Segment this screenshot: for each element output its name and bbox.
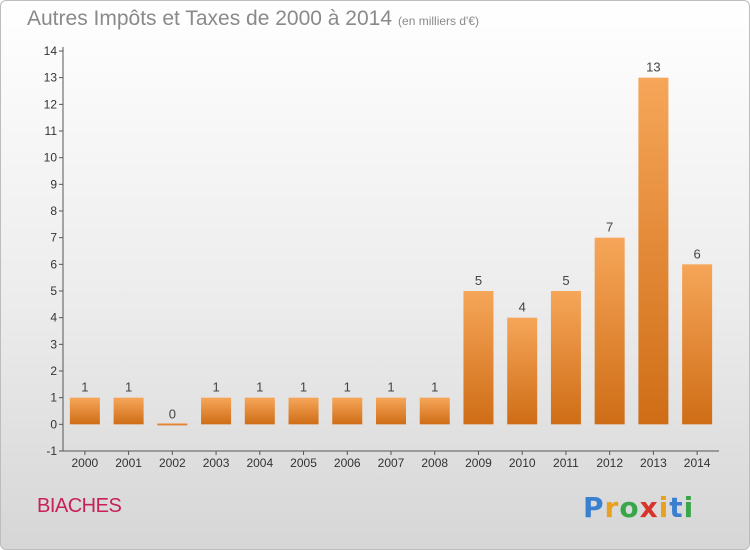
data-label-2011: 5 bbox=[562, 273, 569, 288]
y-tick-label: 1 bbox=[50, 391, 57, 405]
bar-2011 bbox=[550, 291, 581, 425]
bar-2012 bbox=[594, 237, 625, 425]
data-label-2006: 1 bbox=[344, 380, 351, 395]
bar-2014 bbox=[682, 264, 713, 425]
proxiti-logo: Proxiti bbox=[583, 491, 693, 524]
chart-title: Autres Impôts et Taxes de 2000 à 2014 (en… bbox=[27, 7, 479, 31]
data-label-2010: 4 bbox=[519, 300, 526, 315]
data-label-2007: 1 bbox=[387, 380, 394, 395]
y-tick-label: -1 bbox=[46, 444, 57, 458]
chart-title-text: Autres Impôts et Taxes de 2000 à 2014 bbox=[27, 7, 393, 30]
x-tick-label-2007: 2007 bbox=[378, 456, 405, 470]
y-tick-label: 10 bbox=[44, 151, 58, 165]
y-tick-label: 0 bbox=[50, 417, 57, 431]
x-tick-label-2009: 2009 bbox=[465, 456, 492, 470]
x-tick-label-2001: 2001 bbox=[115, 456, 142, 470]
x-tick-label-2013: 2013 bbox=[640, 456, 667, 470]
y-tick-label: 6 bbox=[50, 257, 57, 271]
bar-2003 bbox=[201, 397, 232, 425]
y-tick-label: 12 bbox=[44, 97, 58, 111]
data-label-2004: 1 bbox=[256, 380, 263, 395]
y-tick-label: 5 bbox=[50, 284, 57, 298]
x-tick-label-2003: 2003 bbox=[203, 456, 230, 470]
bars bbox=[69, 77, 713, 426]
data-label-2005: 1 bbox=[300, 380, 307, 395]
x-tick-label-2005: 2005 bbox=[290, 456, 317, 470]
commune-name: BIACHES bbox=[37, 495, 122, 517]
bar-2010 bbox=[507, 317, 538, 425]
bar-2008 bbox=[419, 397, 450, 425]
y-tick-label: 11 bbox=[45, 124, 58, 138]
x-tick-label-2014: 2014 bbox=[684, 456, 711, 470]
data-label-2003: 1 bbox=[212, 380, 219, 395]
data-label-2009: 5 bbox=[475, 273, 482, 288]
x-tick-label-2011: 2011 bbox=[553, 456, 579, 470]
bar-2009 bbox=[463, 291, 494, 425]
bar-2005 bbox=[288, 397, 319, 425]
data-label-2014: 6 bbox=[694, 246, 701, 261]
x-tick-label-2004: 2004 bbox=[246, 456, 273, 470]
svg-text:Proxiti: Proxiti bbox=[583, 491, 693, 524]
y-tick-label: 13 bbox=[44, 71, 58, 85]
data-label-2001: 1 bbox=[125, 380, 132, 395]
bar-2004 bbox=[244, 397, 275, 425]
bar-2013 bbox=[638, 77, 669, 425]
x-tick-label-2008: 2008 bbox=[421, 456, 448, 470]
data-label-2000: 1 bbox=[81, 380, 88, 395]
y-tick-label: 3 bbox=[50, 337, 57, 351]
y-tick-label: 2 bbox=[50, 364, 57, 378]
bar-2001 bbox=[113, 397, 144, 425]
x-tick-label-2012: 2012 bbox=[596, 456, 623, 470]
bar-2006 bbox=[332, 397, 363, 425]
bar-2000 bbox=[69, 397, 100, 425]
y-tick-label: 7 bbox=[50, 231, 57, 245]
data-labels: 1 1 0 1 1 1 1 1 1 5 4 5 7 13 6 bbox=[81, 60, 701, 422]
y-tick-label: 9 bbox=[50, 177, 57, 191]
x-tick-label-2000: 2000 bbox=[72, 456, 99, 470]
y-tick-label: 14 bbox=[44, 44, 58, 58]
x-tick-label-2002: 2002 bbox=[159, 456, 186, 470]
x-tick-label-2010: 2010 bbox=[509, 456, 536, 470]
data-label-2013: 13 bbox=[646, 60, 660, 75]
y-tick-label: 8 bbox=[50, 204, 57, 218]
data-label-2012: 7 bbox=[606, 220, 613, 235]
x-tick-label-2006: 2006 bbox=[334, 456, 361, 470]
data-label-2002: 0 bbox=[169, 406, 176, 421]
bar-2007 bbox=[376, 397, 406, 425]
bar-2002 bbox=[157, 423, 188, 426]
x-axis-ticks: 2000 2001 2002 2003 2004 2005 2006 2007 2008 2009… bbox=[72, 451, 711, 470]
data-label-2008: 1 bbox=[431, 380, 438, 395]
chart-unit: (en milliers d'€) bbox=[398, 14, 480, 28]
y-tick-label: 4 bbox=[50, 311, 57, 325]
